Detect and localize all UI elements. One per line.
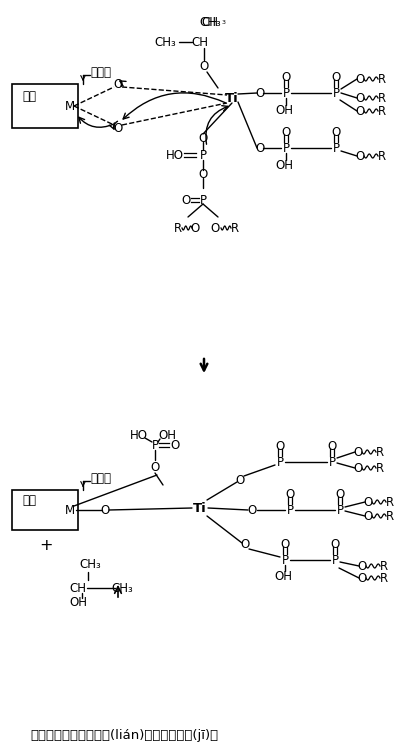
Text: O: O [285,488,294,500]
Bar [12,84,78,128]
Text: CH: CH [70,581,86,595]
Text: CH₃: CH₃ [111,581,133,595]
Text: O: O [281,70,291,84]
Text: O: O [113,121,123,135]
Bar [12,490,78,530]
Text: OH: OH [274,569,292,583]
Text: O: O [355,91,365,105]
Text: P: P [200,149,207,162]
Text: O: O [198,168,208,180]
Text: 焦磷酸酯型鈦酸酯偶聯(lián)劑吸濕作用機(jī)理: 焦磷酸酯型鈦酸酯偶聯(lián)劑吸濕作用機(jī)理 [30,729,218,741]
Text: O: O [199,60,209,73]
Text: R: R [378,105,386,117]
Text: M: M [65,503,75,517]
Text: R: R [231,221,239,235]
Text: R: R [380,571,388,584]
Text: R: R [378,91,386,105]
Text: R: R [378,150,386,162]
Text: 填料: 填料 [22,90,36,102]
Text: O: O [255,141,265,155]
Text: O: O [171,438,180,452]
Text: OH: OH [275,159,293,171]
Text: O: O [331,126,341,138]
Text: OH: OH [69,595,87,609]
Text: P: P [276,456,283,468]
Text: R: R [376,446,384,459]
Text: R: R [386,495,394,509]
Text: O: O [330,538,339,551]
Text: HO: HO [166,149,184,162]
Text: R: R [386,509,394,523]
Text: $_3$: $_3$ [221,17,227,26]
Text: O: O [275,440,285,453]
Text: O: O [151,461,160,473]
Text: P: P [332,554,339,566]
Text: O: O [357,560,366,572]
Text: O: O [210,221,220,235]
Text: 濕填料: 濕填料 [90,471,111,485]
Text: P: P [337,503,344,517]
Text: P: P [281,554,288,566]
Text: P: P [283,141,290,155]
Text: CH₃: CH₃ [79,559,101,571]
Text: R: R [376,462,384,474]
Text: P: P [283,87,290,99]
Text: O: O [198,132,208,144]
Text: Ti: Ti [225,91,239,105]
Text: M: M [65,99,75,112]
Text: O: O [355,105,365,117]
Text: R: R [378,73,386,85]
Text: +: + [39,538,53,553]
Text: P: P [286,503,294,517]
Text: P: P [151,438,159,452]
Text: O: O [357,571,366,584]
Text: Ti: Ti [193,501,207,515]
Text: O: O [355,73,365,85]
Text: OH: OH [158,429,176,441]
Text: P: P [333,87,339,99]
Text: HO: HO [130,429,148,441]
Text: O: O [255,87,265,99]
Text: O: O [363,509,373,523]
Text: CH₃: CH₃ [199,16,221,28]
Text: P: P [333,141,339,155]
Text: O: O [190,221,200,235]
Text: O: O [235,473,245,486]
Text: CH: CH [191,35,209,49]
Text: OH: OH [275,103,293,117]
Text: O: O [113,78,123,91]
Text: O: O [327,440,337,453]
Text: P: P [328,456,335,468]
Text: O: O [100,503,110,517]
Text: O: O [363,495,373,509]
Text: O: O [353,462,363,474]
Text: O: O [353,446,363,459]
Text: O: O [281,126,291,138]
Text: O: O [281,538,290,551]
Text: O: O [181,194,191,206]
Text: R: R [174,221,182,235]
Text: O: O [355,150,365,162]
Text: O: O [240,539,249,551]
Text: O: O [331,70,341,84]
Text: 濕填料: 濕填料 [90,66,111,79]
Text: 填料: 填料 [22,494,36,506]
Text: O: O [335,488,345,500]
Text: O: O [247,503,256,517]
Text: CH₃: CH₃ [154,35,176,49]
Text: CH: CH [202,16,218,28]
Text: R: R [380,560,388,572]
Text: P: P [200,194,207,206]
